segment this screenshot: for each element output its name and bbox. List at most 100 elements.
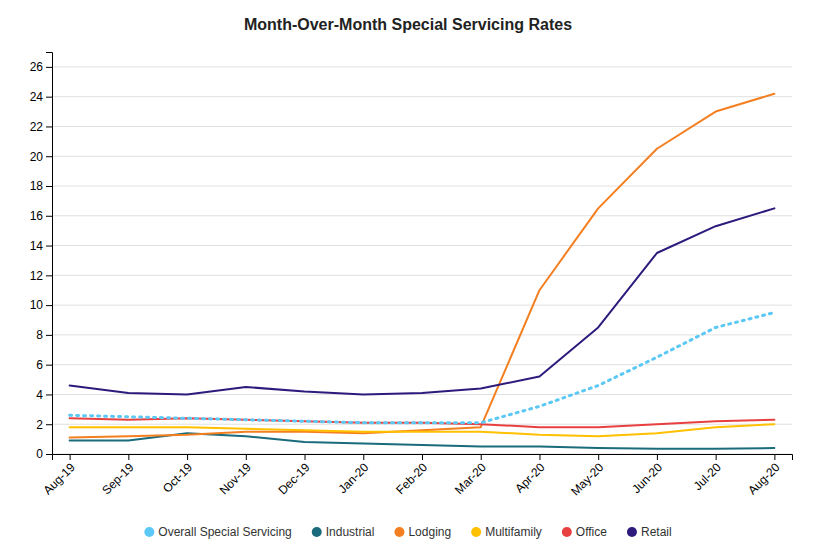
- tick-label: 14: [30, 239, 44, 253]
- tick-mark: [305, 454, 306, 460]
- tick-label: 8: [36, 328, 43, 342]
- tick-mark: [246, 454, 247, 460]
- lines: [70, 94, 775, 449]
- grid-line: [52, 364, 792, 365]
- tick-mark: [128, 454, 129, 460]
- tick: 20: [30, 150, 52, 164]
- series-line: [70, 424, 775, 436]
- legend-label: Retail: [641, 525, 672, 539]
- grid-line: [52, 96, 792, 97]
- tick-mark: [46, 156, 52, 157]
- tick: Jan-20: [336, 454, 372, 496]
- tick-label: Jun-20: [629, 460, 665, 496]
- tick-mark: [46, 186, 52, 187]
- tick-label: Oct-19: [160, 460, 196, 496]
- tick-mark: [46, 275, 52, 276]
- tick-label: Aug-20: [745, 460, 782, 497]
- tick: Feb-20: [393, 454, 430, 497]
- plot: 02468101214161820222426Aug-19Sep-19Oct-1…: [30, 53, 793, 499]
- series-line: [70, 94, 775, 438]
- tick-label: Feb-20: [393, 460, 430, 497]
- tick-label: 0: [36, 447, 43, 461]
- tick-label: May-20: [568, 460, 606, 498]
- legend-item: Lodging: [394, 525, 451, 539]
- x-axis: Aug-19Sep-19Oct-19Nov-19Dec-19Jan-20Feb-…: [40, 454, 792, 498]
- legend-marker: [562, 527, 572, 537]
- legend: Overall Special Servicing Industrial Lodgi…: [144, 525, 671, 539]
- legend-item: Industrial: [312, 525, 375, 539]
- tick-mark: [422, 454, 423, 460]
- tick-label: 2: [36, 418, 43, 432]
- tick-mark: [46, 305, 52, 306]
- tick: 24: [30, 90, 52, 104]
- grid-line: [52, 275, 792, 276]
- tick: Aug-19: [40, 454, 77, 497]
- tick: Dec-19: [275, 454, 312, 497]
- y-axis: 02468101214161820222426: [30, 53, 53, 462]
- tick-mark: [363, 454, 364, 460]
- legend-marker: [627, 527, 637, 537]
- tick-label: 26: [30, 60, 44, 74]
- tick: Jul-20: [691, 454, 724, 493]
- tick: Apr-20: [512, 454, 548, 496]
- legend-label: Lodging: [408, 525, 451, 539]
- tick-mark: [657, 454, 658, 460]
- grid-line: [52, 186, 792, 187]
- grid-line: [52, 245, 792, 246]
- tick-label: Apr-20: [512, 460, 548, 496]
- tick-label: 12: [30, 269, 44, 283]
- tick: Mar-20: [452, 454, 489, 497]
- axis-line: [53, 455, 793, 461]
- tick-label: Mar-20: [452, 460, 489, 497]
- tick-mark: [46, 335, 52, 336]
- tick-mark: [46, 67, 52, 68]
- tick: 16: [30, 209, 52, 223]
- tick-mark: [539, 454, 540, 460]
- tick: 2: [36, 418, 52, 432]
- grid: [52, 67, 792, 454]
- tick-mark: [46, 365, 52, 366]
- tick-mark: [774, 454, 775, 460]
- grid-line: [52, 126, 792, 127]
- tick-label: Sep-19: [99, 460, 136, 497]
- series-line: [70, 313, 775, 423]
- axis-line: [46, 53, 53, 455]
- chart: Month-Over-Month Special Servicing Rates…: [0, 0, 816, 554]
- grid-line: [52, 156, 792, 157]
- legend-label: Overall Special Servicing: [158, 525, 291, 539]
- tick-label: 20: [30, 150, 44, 164]
- tick-mark: [46, 454, 52, 455]
- tick-mark: [46, 216, 52, 217]
- grid-line: [52, 66, 792, 67]
- legend-label: Multifamily: [485, 525, 542, 539]
- tick-label: 24: [30, 90, 44, 104]
- tick-label: 10: [30, 298, 44, 312]
- tick: 0: [36, 447, 52, 461]
- tick: 14: [30, 239, 52, 253]
- tick-label: 18: [30, 179, 44, 193]
- tick: 10: [30, 298, 52, 312]
- tick-mark: [716, 454, 717, 460]
- tick-mark: [46, 394, 52, 395]
- tick: Jun-20: [629, 454, 665, 496]
- tick-label: 16: [30, 209, 44, 223]
- tick-mark: [46, 424, 52, 425]
- legend-marker: [312, 527, 322, 537]
- tick-label: 22: [30, 120, 44, 134]
- tick-mark: [46, 246, 52, 247]
- grid-line: [52, 215, 792, 216]
- tick-mark: [46, 126, 52, 127]
- tick: Aug-20: [745, 454, 782, 497]
- tick-mark: [70, 454, 71, 460]
- tick-mark: [187, 454, 188, 460]
- tick: 12: [30, 269, 52, 283]
- tick: May-20: [568, 454, 606, 498]
- legend-label: Industrial: [326, 525, 375, 539]
- tick: Oct-19: [160, 454, 196, 496]
- legend-item: Office: [562, 525, 607, 539]
- grid-line: [52, 334, 792, 335]
- legend-item: Overall Special Servicing: [144, 525, 291, 539]
- grid-line: [52, 305, 792, 306]
- series-line: [70, 208, 775, 394]
- tick-label: Jan-20: [336, 460, 372, 496]
